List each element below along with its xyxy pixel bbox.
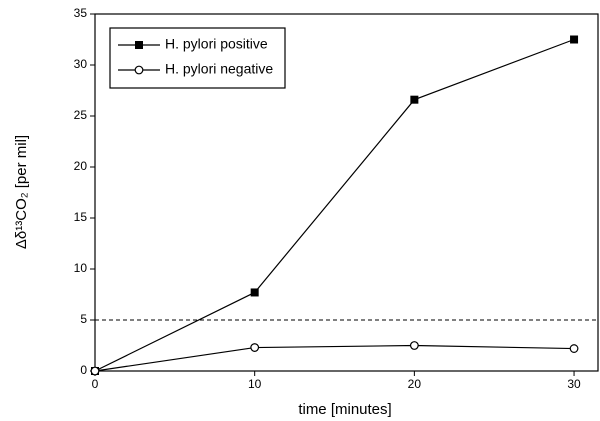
y-tick-label: 15 <box>74 210 88 224</box>
x-tick-label: 30 <box>567 377 581 391</box>
x-axis-label: time [minutes] <box>298 401 391 418</box>
x-tick-label: 0 <box>92 377 99 391</box>
legend-box <box>109 27 286 89</box>
legend-label: H. pylori positive <box>165 36 268 52</box>
data-point <box>409 341 419 350</box>
y-tick-label: 25 <box>74 108 88 122</box>
legend-marker <box>134 65 144 75</box>
data-point <box>90 366 100 376</box>
y-tick-label: 5 <box>80 312 87 326</box>
data-point <box>250 288 259 297</box>
data-point <box>250 343 260 352</box>
data-point <box>569 344 579 353</box>
legend-label: H. pylori negative <box>165 61 273 77</box>
x-tick-label: 20 <box>408 377 422 391</box>
legend-marker <box>135 41 143 49</box>
y-tick-label: 30 <box>74 57 88 71</box>
y-tick-label: 0 <box>80 363 87 377</box>
data-point <box>570 35 579 44</box>
series-line <box>94 344 575 372</box>
y-tick-label: 35 <box>74 6 88 20</box>
series-line <box>94 38 575 372</box>
y-axis-label: Δδ¹³CO₂ [per mil] <box>13 135 30 249</box>
y-tick-label: 10 <box>74 261 88 275</box>
x-tick-label: 10 <box>248 377 262 391</box>
y-tick-label: 20 <box>74 159 88 173</box>
plot-frame <box>94 13 599 372</box>
data-point <box>410 95 419 104</box>
